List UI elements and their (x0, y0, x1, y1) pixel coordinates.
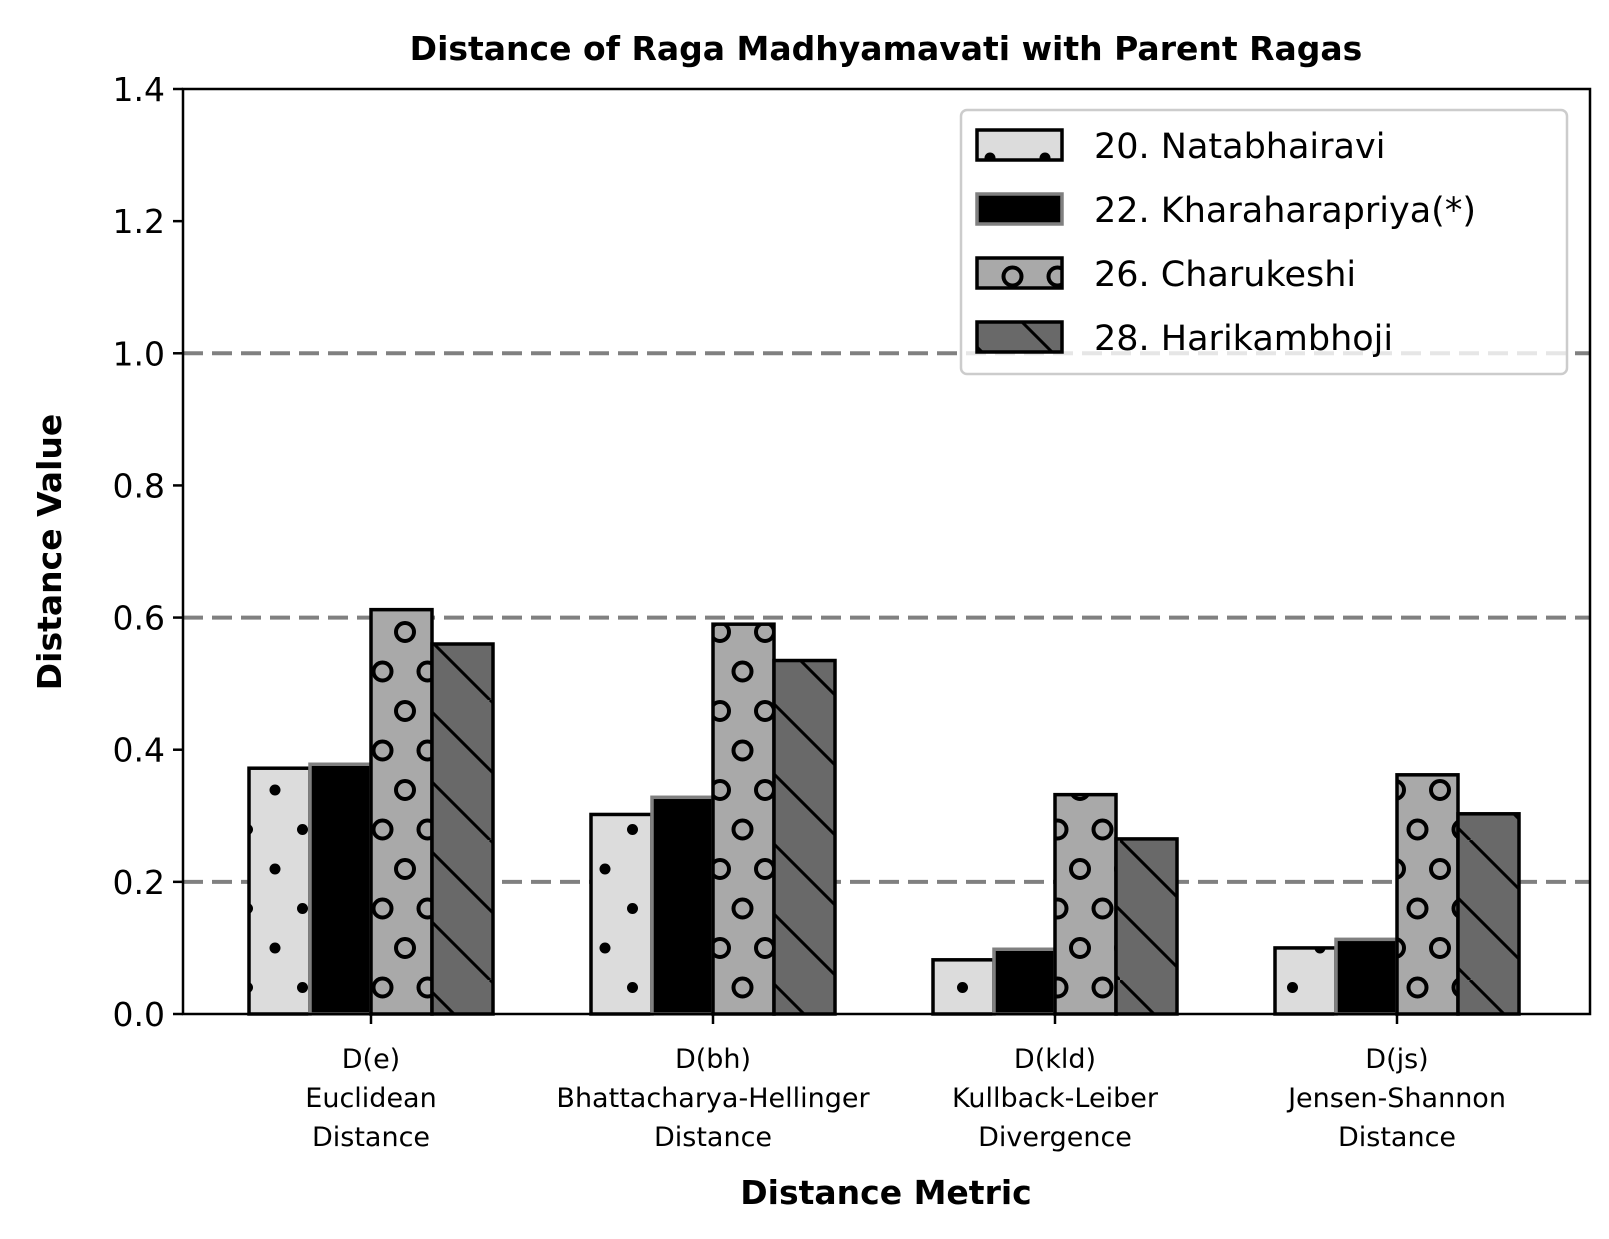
legend-swatch-hatch (977, 322, 1062, 352)
x-tick-label: Distance (312, 1122, 430, 1153)
x-tick-label: Kullback-Leiber (952, 1083, 1159, 1114)
y-tick-label: 0.2 (113, 863, 165, 902)
legend-label: 20. Natabhairavi (1094, 127, 1385, 167)
x-tick-label: D(js) (1365, 1044, 1428, 1075)
bar-hatch (1458, 813, 1519, 1014)
bar-fill (1336, 939, 1397, 1014)
y-tick-label: 1.0 (113, 334, 165, 373)
x-tick-label: Bhattacharya-Hellinger (556, 1083, 870, 1114)
chart-title: Distance of Raga Madhyamavati with Paren… (410, 29, 1363, 68)
x-tick-label: Distance (1338, 1122, 1456, 1153)
legend: 20. Natabhairavi 22. Kharaharapriya(*) 26.… (959, 108, 1569, 376)
y-tick-label: 0.6 (113, 599, 165, 638)
bar-fill (310, 764, 371, 1014)
bars-group (247, 607, 1521, 1016)
bar-fill (652, 797, 713, 1014)
bar-hatch (713, 624, 774, 1014)
bar-hatch (1275, 947, 1336, 1014)
bar-hatch (933, 959, 994, 1014)
legend-label: 26. Charukeshi (1094, 255, 1356, 295)
x-tick-label: Divergence (978, 1122, 1132, 1153)
legend-swatch (975, 128, 1064, 162)
y-tick-label: 1.4 (113, 70, 165, 109)
legend-swatch (975, 256, 1064, 290)
legend-frame (959, 108, 1569, 376)
y-tick-label: 1.2 (113, 202, 165, 241)
legend-label: 28. Harikambhoji (1094, 319, 1393, 359)
x-tick-label: D(e) (342, 1044, 400, 1075)
bar-hatch (774, 660, 835, 1014)
legend-label: 22. Kharaharapriya(*) (1094, 191, 1476, 231)
x-tick-label: Distance (654, 1122, 772, 1153)
legend-swatch-hatch (977, 130, 1062, 160)
legend-swatch (975, 320, 1064, 354)
legend-swatch-hatch (977, 258, 1062, 288)
plot-frame (181, 87, 1592, 1016)
bar-hatch (371, 609, 432, 1014)
y-tick-label: 0.4 (113, 731, 165, 770)
y-axis-label: Distance Value (30, 414, 69, 691)
x-tick-label: D(kld) (1014, 1044, 1096, 1075)
x-tick-label: Jensen-Shannon (1286, 1083, 1506, 1114)
bar-hatch (1397, 774, 1458, 1014)
y-axis-ticks: 0.0 0.2 0.4 0.6 0.8 1.0 1.2 1.4 (113, 70, 183, 1034)
x-axis-label: Distance Metric (740, 1173, 1031, 1212)
bar-hatch (1116, 838, 1177, 1014)
legend-swatch (975, 192, 1064, 226)
y-tick-label: 0.8 (113, 466, 165, 505)
x-tick-label: D(bh) (675, 1044, 751, 1075)
bar-hatch (432, 644, 493, 1014)
bar-hatch (591, 814, 652, 1014)
x-axis-ticks: D(e) Euclidean Distance D(bh) Bhattacharya-H… (305, 1014, 1506, 1153)
x-tick-label: Euclidean (305, 1083, 436, 1114)
bar-hatch (249, 768, 310, 1014)
y-tick-label: 0.0 (113, 995, 165, 1034)
bar-hatch (1055, 794, 1116, 1014)
legend-swatch-fill (977, 194, 1062, 224)
bar-fill (994, 949, 1055, 1014)
